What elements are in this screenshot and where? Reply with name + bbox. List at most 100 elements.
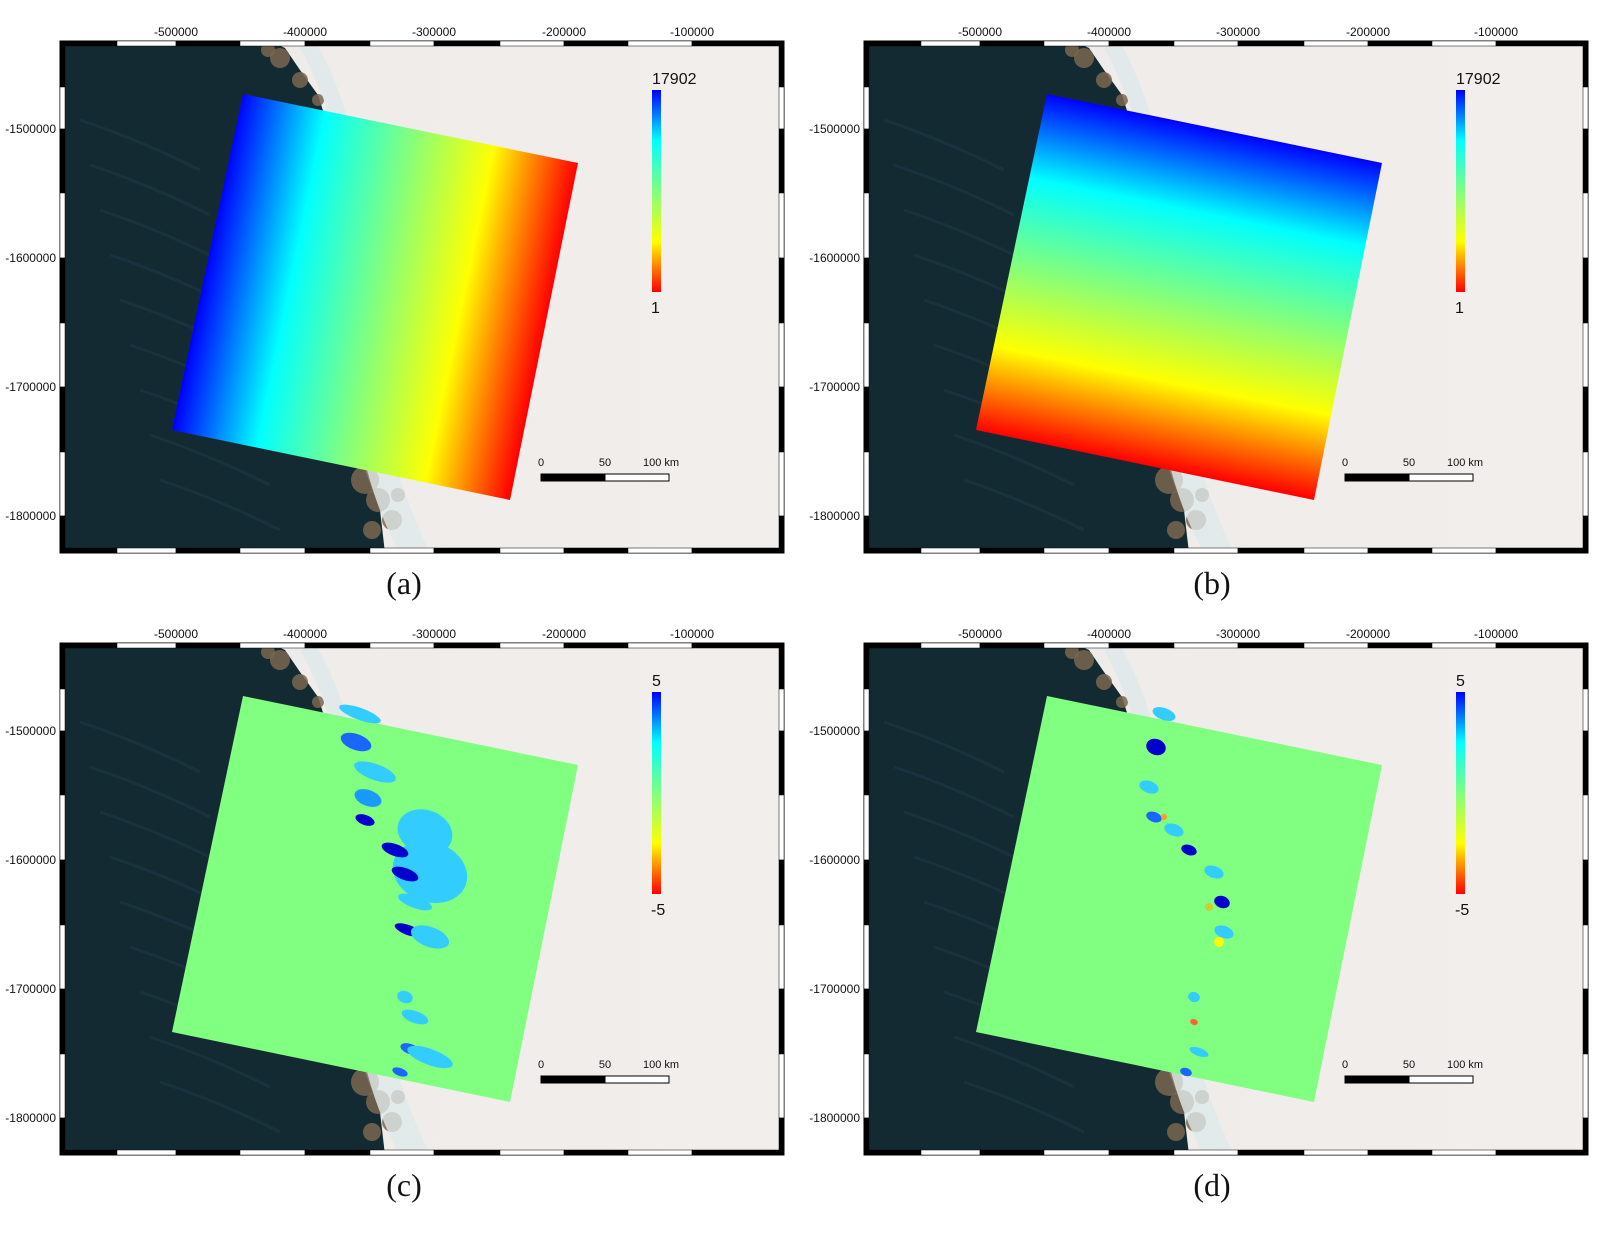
scale-bar-label: 100 km xyxy=(643,457,679,469)
y-tick-label: -1800000 xyxy=(5,509,56,523)
panel-caption-a: (a) xyxy=(386,565,422,601)
x-tick-label: -100000 xyxy=(670,25,714,39)
map-panel-d: -500000 -400000 -300000 -200000 -100000 -1500… xyxy=(804,602,1606,1202)
glacier-offset-patch xyxy=(397,893,433,911)
x-tick-label: -500000 xyxy=(154,627,198,641)
offset-layer xyxy=(172,696,578,1102)
offset-layer xyxy=(976,696,1382,1102)
glacier-offset-patch xyxy=(410,925,450,949)
scale-bar-segment xyxy=(540,1075,606,1084)
colorbar-min-label: 1 xyxy=(1455,300,1464,317)
y-tick-label: -1600000 xyxy=(809,853,860,867)
panel-caption-b: (b) xyxy=(1193,565,1231,601)
y-tick-label: -1800000 xyxy=(809,509,860,523)
coastal-rock xyxy=(1116,94,1128,106)
scale-bar-segment xyxy=(604,1075,670,1084)
scale-bar-label: 0 xyxy=(1342,1059,1348,1071)
glacier-offset-patch xyxy=(354,789,382,807)
coastal-rock xyxy=(1096,674,1112,690)
y-tick-label: -1800000 xyxy=(5,1111,56,1125)
glacier-offset-patch xyxy=(1204,865,1224,879)
colorbar xyxy=(1456,90,1465,292)
coastal-rock xyxy=(363,521,381,539)
scale-bar-label: 50 xyxy=(599,457,611,469)
scale-bar-segment xyxy=(1344,473,1410,482)
colorbar-min-label: 1 xyxy=(651,300,660,317)
x-tick-label: -300000 xyxy=(1216,25,1260,39)
y-tick-label: -1500000 xyxy=(809,122,860,136)
coastal-rock xyxy=(292,72,308,88)
coastal-rock xyxy=(1065,645,1079,659)
x-tick-label: -400000 xyxy=(283,25,327,39)
glacier-offset-patch xyxy=(1139,780,1159,794)
glacier-offset-patch xyxy=(407,1045,453,1069)
coastal-rock xyxy=(363,1123,381,1141)
coastal-rock xyxy=(270,650,290,670)
x-tick-label: -400000 xyxy=(1087,25,1131,39)
coastal-rock xyxy=(312,94,324,106)
scale-bar-label: 50 xyxy=(1403,1059,1415,1071)
glacier-offset-patch xyxy=(339,704,381,724)
glacier-offset-patch xyxy=(1205,903,1213,911)
map-svg-d: -500000 -400000 -300000 -200000 -100000 -1500… xyxy=(809,627,1589,1156)
x-tick-label: -200000 xyxy=(1346,627,1390,641)
glacier-offset-patch xyxy=(1188,991,1200,1003)
y-tick-label: -1600000 xyxy=(809,251,860,265)
coastal-rock xyxy=(1074,650,1094,670)
map-panel-c: -500000 -400000 -300000 -200000 -100000 -1500… xyxy=(0,602,802,1202)
glacier-offset-patch xyxy=(1180,1067,1192,1077)
y-tick-label: -1700000 xyxy=(809,380,860,394)
x-tick-label: -300000 xyxy=(412,25,456,39)
scale-bar-label: 50 xyxy=(1403,457,1415,469)
glacier-offset-patch xyxy=(1164,823,1184,837)
scale-bar-label: 100 km xyxy=(643,1059,679,1071)
x-tick-label: -400000 xyxy=(283,627,327,641)
scale-bar-label: 100 km xyxy=(1447,1059,1483,1071)
coastal-rock xyxy=(1074,48,1094,68)
colorbar-max-label: 5 xyxy=(1456,673,1465,690)
glacier-offset-patch xyxy=(1190,1018,1198,1026)
scale-bar-segment xyxy=(1408,1075,1474,1084)
colorbar-max-label: 17902 xyxy=(652,71,697,88)
y-tick-label: -1600000 xyxy=(5,251,56,265)
x-tick-label: -200000 xyxy=(542,25,586,39)
coastal-rock xyxy=(1096,72,1112,88)
coastal-rock xyxy=(1065,43,1079,57)
glacier-offset-patch xyxy=(1146,811,1162,823)
y-tick-label: -1700000 xyxy=(5,380,56,394)
glacier-offset-patch xyxy=(1152,707,1176,721)
x-tick-label: -100000 xyxy=(670,627,714,641)
y-tick-label: -1500000 xyxy=(5,122,56,136)
glacier-offset-patch xyxy=(397,990,413,1004)
scale-bar-label: 0 xyxy=(538,457,544,469)
x-tick-label: -300000 xyxy=(1216,627,1260,641)
glacier-offset-patch xyxy=(355,814,375,826)
panel-caption-c: (c) xyxy=(386,1167,422,1203)
x-tick-label: -300000 xyxy=(412,627,456,641)
scale-bar-segment xyxy=(604,473,670,482)
map-svg-b: -500000 -400000 -300000 -200000 -100000 -1500… xyxy=(809,25,1589,554)
scale-bar-label: 0 xyxy=(538,1059,544,1071)
glacier-offset-patch xyxy=(1146,738,1166,756)
coastal-rock xyxy=(1167,521,1185,539)
scale-bar-label: 50 xyxy=(599,1059,611,1071)
glacier-offset-patch xyxy=(391,866,419,882)
glacier-offset-patch xyxy=(401,1009,429,1025)
glacier-offset-patch xyxy=(1214,925,1234,939)
scale-bar-segment xyxy=(1344,1075,1410,1084)
glacier-offset-patch xyxy=(354,761,396,783)
colorbar xyxy=(1456,692,1465,894)
y-tick-label: -1600000 xyxy=(5,853,56,867)
range-index-layer xyxy=(172,94,578,500)
glacier-offset-patch xyxy=(1189,1046,1209,1058)
azimuth-index-layer xyxy=(976,94,1382,500)
glacier-offset-patch xyxy=(340,732,372,752)
scale-bar-segment xyxy=(540,473,606,482)
map-svg-c: -500000 -400000 -300000 -200000 -100000 -1500… xyxy=(5,627,785,1156)
coastal-rock xyxy=(312,696,324,708)
y-tick-label: -1800000 xyxy=(809,1111,860,1125)
scale-bar-label: 100 km xyxy=(1447,457,1483,469)
colorbar xyxy=(652,90,661,292)
coastal-rock xyxy=(270,48,290,68)
y-tick-label: -1500000 xyxy=(5,724,56,738)
